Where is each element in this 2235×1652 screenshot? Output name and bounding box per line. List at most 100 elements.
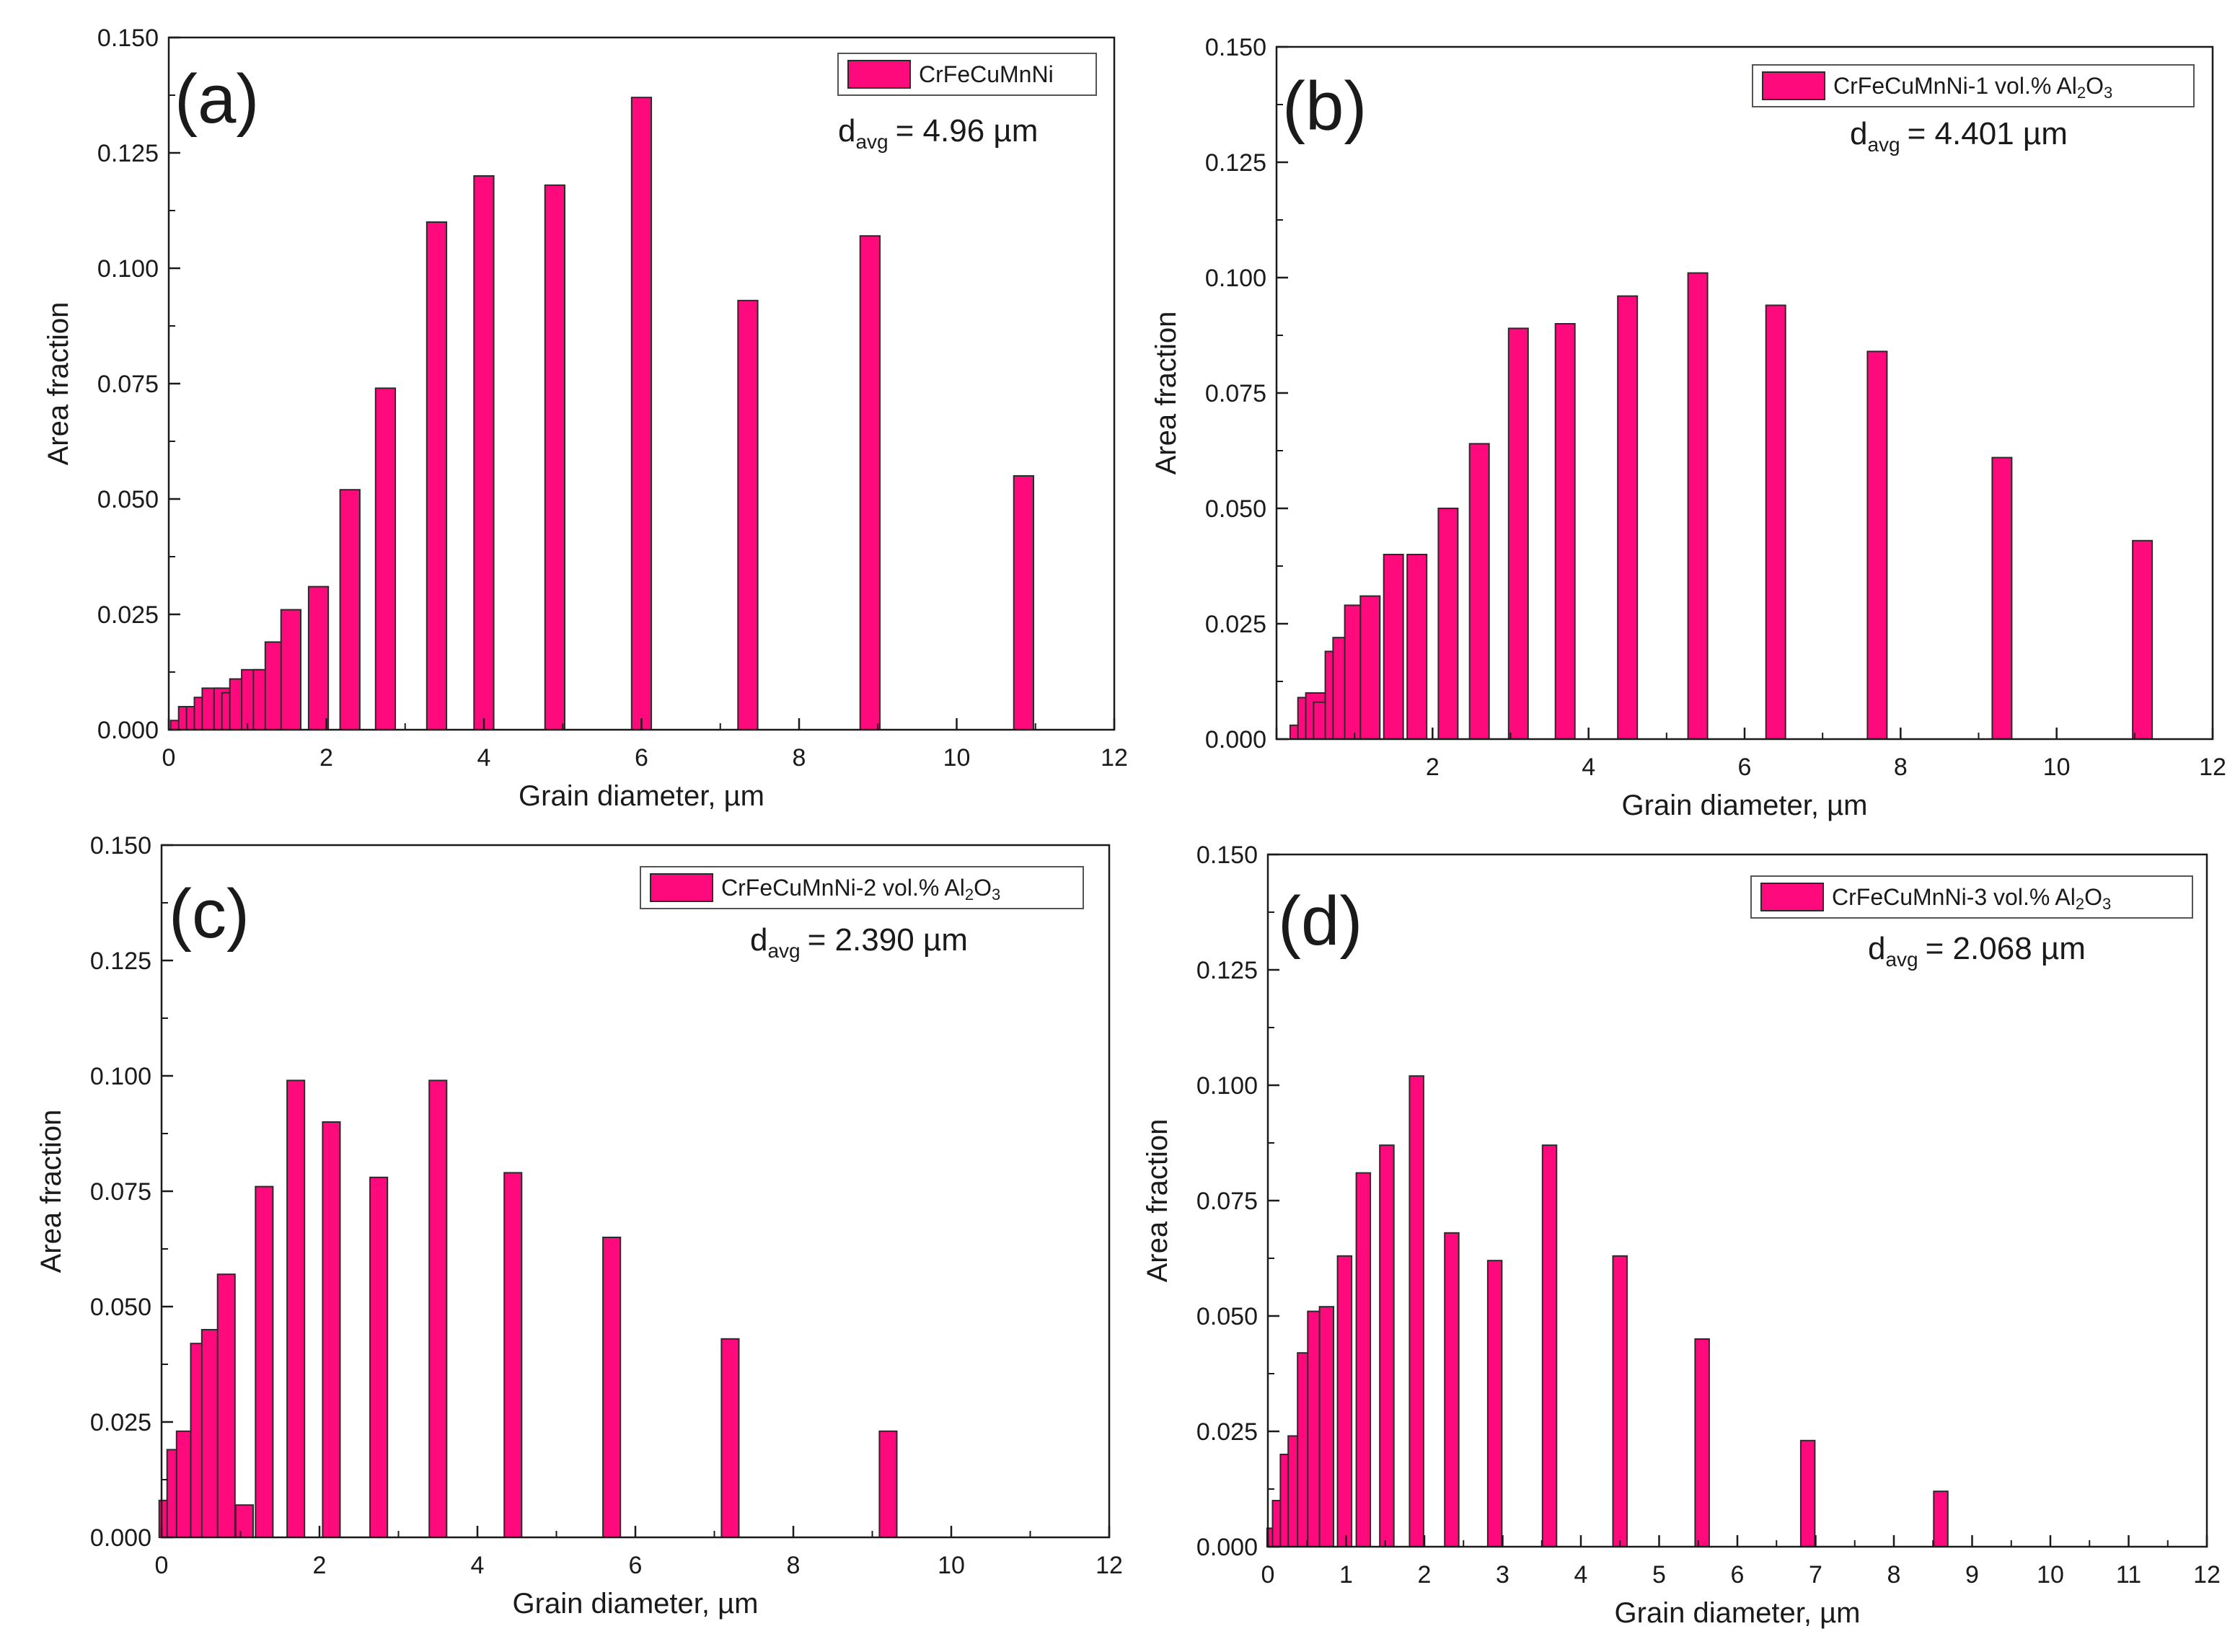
legend-label: CrFeCuMnNi: [919, 61, 1054, 87]
x-axis-title: Grain diameter, µm: [1622, 790, 1868, 821]
y-tick-label: 0.000: [1205, 726, 1266, 754]
y-tick-label: 0.000: [1196, 1534, 1258, 1561]
bar-16: [1687, 272, 1709, 741]
y-tick-label: 0.050: [1196, 1303, 1258, 1330]
davg-annotation: davg = 4.401 µm: [1850, 116, 2068, 156]
bar-11: [1409, 1075, 1424, 1547]
x-tick-label: 5: [1652, 1561, 1666, 1589]
x-tick-label: 2: [313, 1552, 327, 1579]
x-tick-label: 4: [1582, 754, 1595, 781]
chart-panel-2: 0.000 0.025 0.050 0.075 0.100 0.125 0.150 2 4 6 8 1…: [1150, 34, 2226, 821]
bar-9: [286, 1079, 306, 1538]
bar-10: [322, 1121, 341, 1538]
y-tick-label: 0.100: [1205, 265, 1266, 292]
x-tick-label: 3: [1496, 1561, 1509, 1589]
bar-16: [878, 1430, 898, 1539]
bar-19: [1991, 456, 2013, 740]
bar-21: [859, 235, 881, 730]
x-tick-label: 4: [477, 744, 491, 772]
panel-label: (c): [169, 875, 250, 953]
bar-5: [200, 1329, 220, 1538]
x-tick-label: 4: [1574, 1561, 1588, 1589]
bar-15: [1617, 295, 1639, 741]
x-tick-label: 12: [1101, 744, 1128, 772]
y-axis-title: Area fraction: [1142, 1119, 1173, 1283]
y-tick-label: 0.100: [1196, 1072, 1258, 1100]
bar-17: [473, 175, 495, 730]
x-tick-label: 2: [1426, 754, 1440, 781]
x-tick-label: 6: [1731, 1561, 1745, 1589]
bar-18: [544, 184, 566, 730]
y-tick-label: 0.050: [1205, 495, 1266, 523]
legend: CrFeCuMnNi-2 vol.% Al2O3: [640, 866, 1084, 909]
davg-annotation: davg = 4.96 µm: [838, 113, 1038, 153]
y-tick-label: 0.050: [90, 1294, 151, 1321]
y-tick-label: 0.025: [1196, 1418, 1258, 1446]
legend-swatch: [1760, 883, 1824, 911]
y-tick-label: 0.025: [97, 601, 159, 629]
bar-16: [426, 221, 448, 730]
y-tick-label: 0.150: [90, 832, 151, 860]
bar-20: [737, 299, 759, 730]
x-tick-label: 6: [1738, 754, 1752, 781]
chart-panel-3: 0.000 0.025 0.050 0.075 0.100 0.125 0.150 0 2 4 6 8…: [35, 832, 1123, 1620]
x-tick-label: 6: [629, 1552, 643, 1579]
bar-14: [1554, 323, 1576, 740]
y-tick-label: 0.000: [97, 717, 159, 744]
panel-label: (d): [1278, 883, 1362, 960]
y-tick-label: 0.050: [97, 486, 159, 513]
bar-6: [216, 1273, 236, 1538]
legend-swatch: [847, 60, 911, 89]
x-tick-label: 0: [155, 1552, 169, 1579]
bars: [169, 97, 1034, 731]
x-tick-label: 12: [2193, 1561, 2221, 1589]
x-tick-label: 8: [787, 1552, 801, 1579]
x-tick-label: 0: [1261, 1561, 1275, 1589]
bar-8: [1359, 595, 1381, 740]
legend-box: [1750, 875, 2193, 919]
legend-label: CrFeCuMnNi-1 vol.% Al2O3: [1833, 73, 2112, 102]
x-axis-title: Grain diameter, µm: [519, 780, 764, 812]
legend-swatch: [650, 873, 713, 902]
bars: [1289, 272, 2154, 741]
x-tick-label: 0: [162, 744, 176, 772]
x-tick-label: 12: [2199, 754, 2226, 781]
x-tick-label: 7: [1809, 1561, 1822, 1589]
x-tick-label: 10: [943, 744, 971, 772]
y-axis-title: Area fraction: [43, 302, 74, 466]
bar-15: [374, 387, 397, 731]
x-tick-label: 2: [1418, 1561, 1432, 1589]
chart-panel-1: 0.000 0.025 0.050 0.075 0.100 0.125 0.150 0 2 4 6 8…: [43, 25, 1128, 812]
x-tick-label: 6: [635, 744, 648, 772]
bar-18: [1933, 1490, 1949, 1547]
y-tick-label: 0.075: [1205, 380, 1266, 407]
bar-19: [630, 97, 653, 730]
legend-label: CrFeCuMnNi-3 vol.% Al2O3: [1832, 884, 2111, 913]
legend-swatch: [1762, 71, 1825, 100]
legend-label: CrFeCuMnNi-2 vol.% Al2O3: [721, 875, 1000, 904]
y-tick-label: 0.000: [90, 1524, 151, 1552]
bar-9: [1355, 1172, 1372, 1547]
bar-7: [234, 1504, 254, 1538]
legend: CrFeCuMnNi: [837, 53, 1097, 96]
bar-13: [503, 1172, 523, 1539]
x-tick-label: 8: [1894, 754, 1908, 781]
davg-annotation: davg = 2.390 µm: [750, 922, 968, 962]
bar-13: [1486, 1260, 1503, 1547]
x-tick-label: 9: [1965, 1561, 1979, 1589]
bar-17: [1765, 304, 1786, 740]
bar-11: [1437, 508, 1459, 740]
bar-14: [339, 489, 361, 730]
y-tick-label: 0.125: [1205, 149, 1266, 177]
x-tick-label: 1: [1339, 1561, 1353, 1589]
x-axis-title: Grain diameter, µm: [513, 1588, 759, 1620]
y-tick-label: 0.150: [1196, 842, 1258, 869]
bar-10: [1379, 1144, 1395, 1547]
bar-9: [1383, 554, 1404, 740]
davg-annotation: davg = 2.068 µm: [1868, 931, 2086, 971]
bar-11: [369, 1176, 389, 1539]
bars: [1266, 1075, 1949, 1548]
x-tick-label: 8: [793, 744, 806, 772]
legend: CrFeCuMnNi-3 vol.% Al2O3: [1750, 875, 2193, 919]
